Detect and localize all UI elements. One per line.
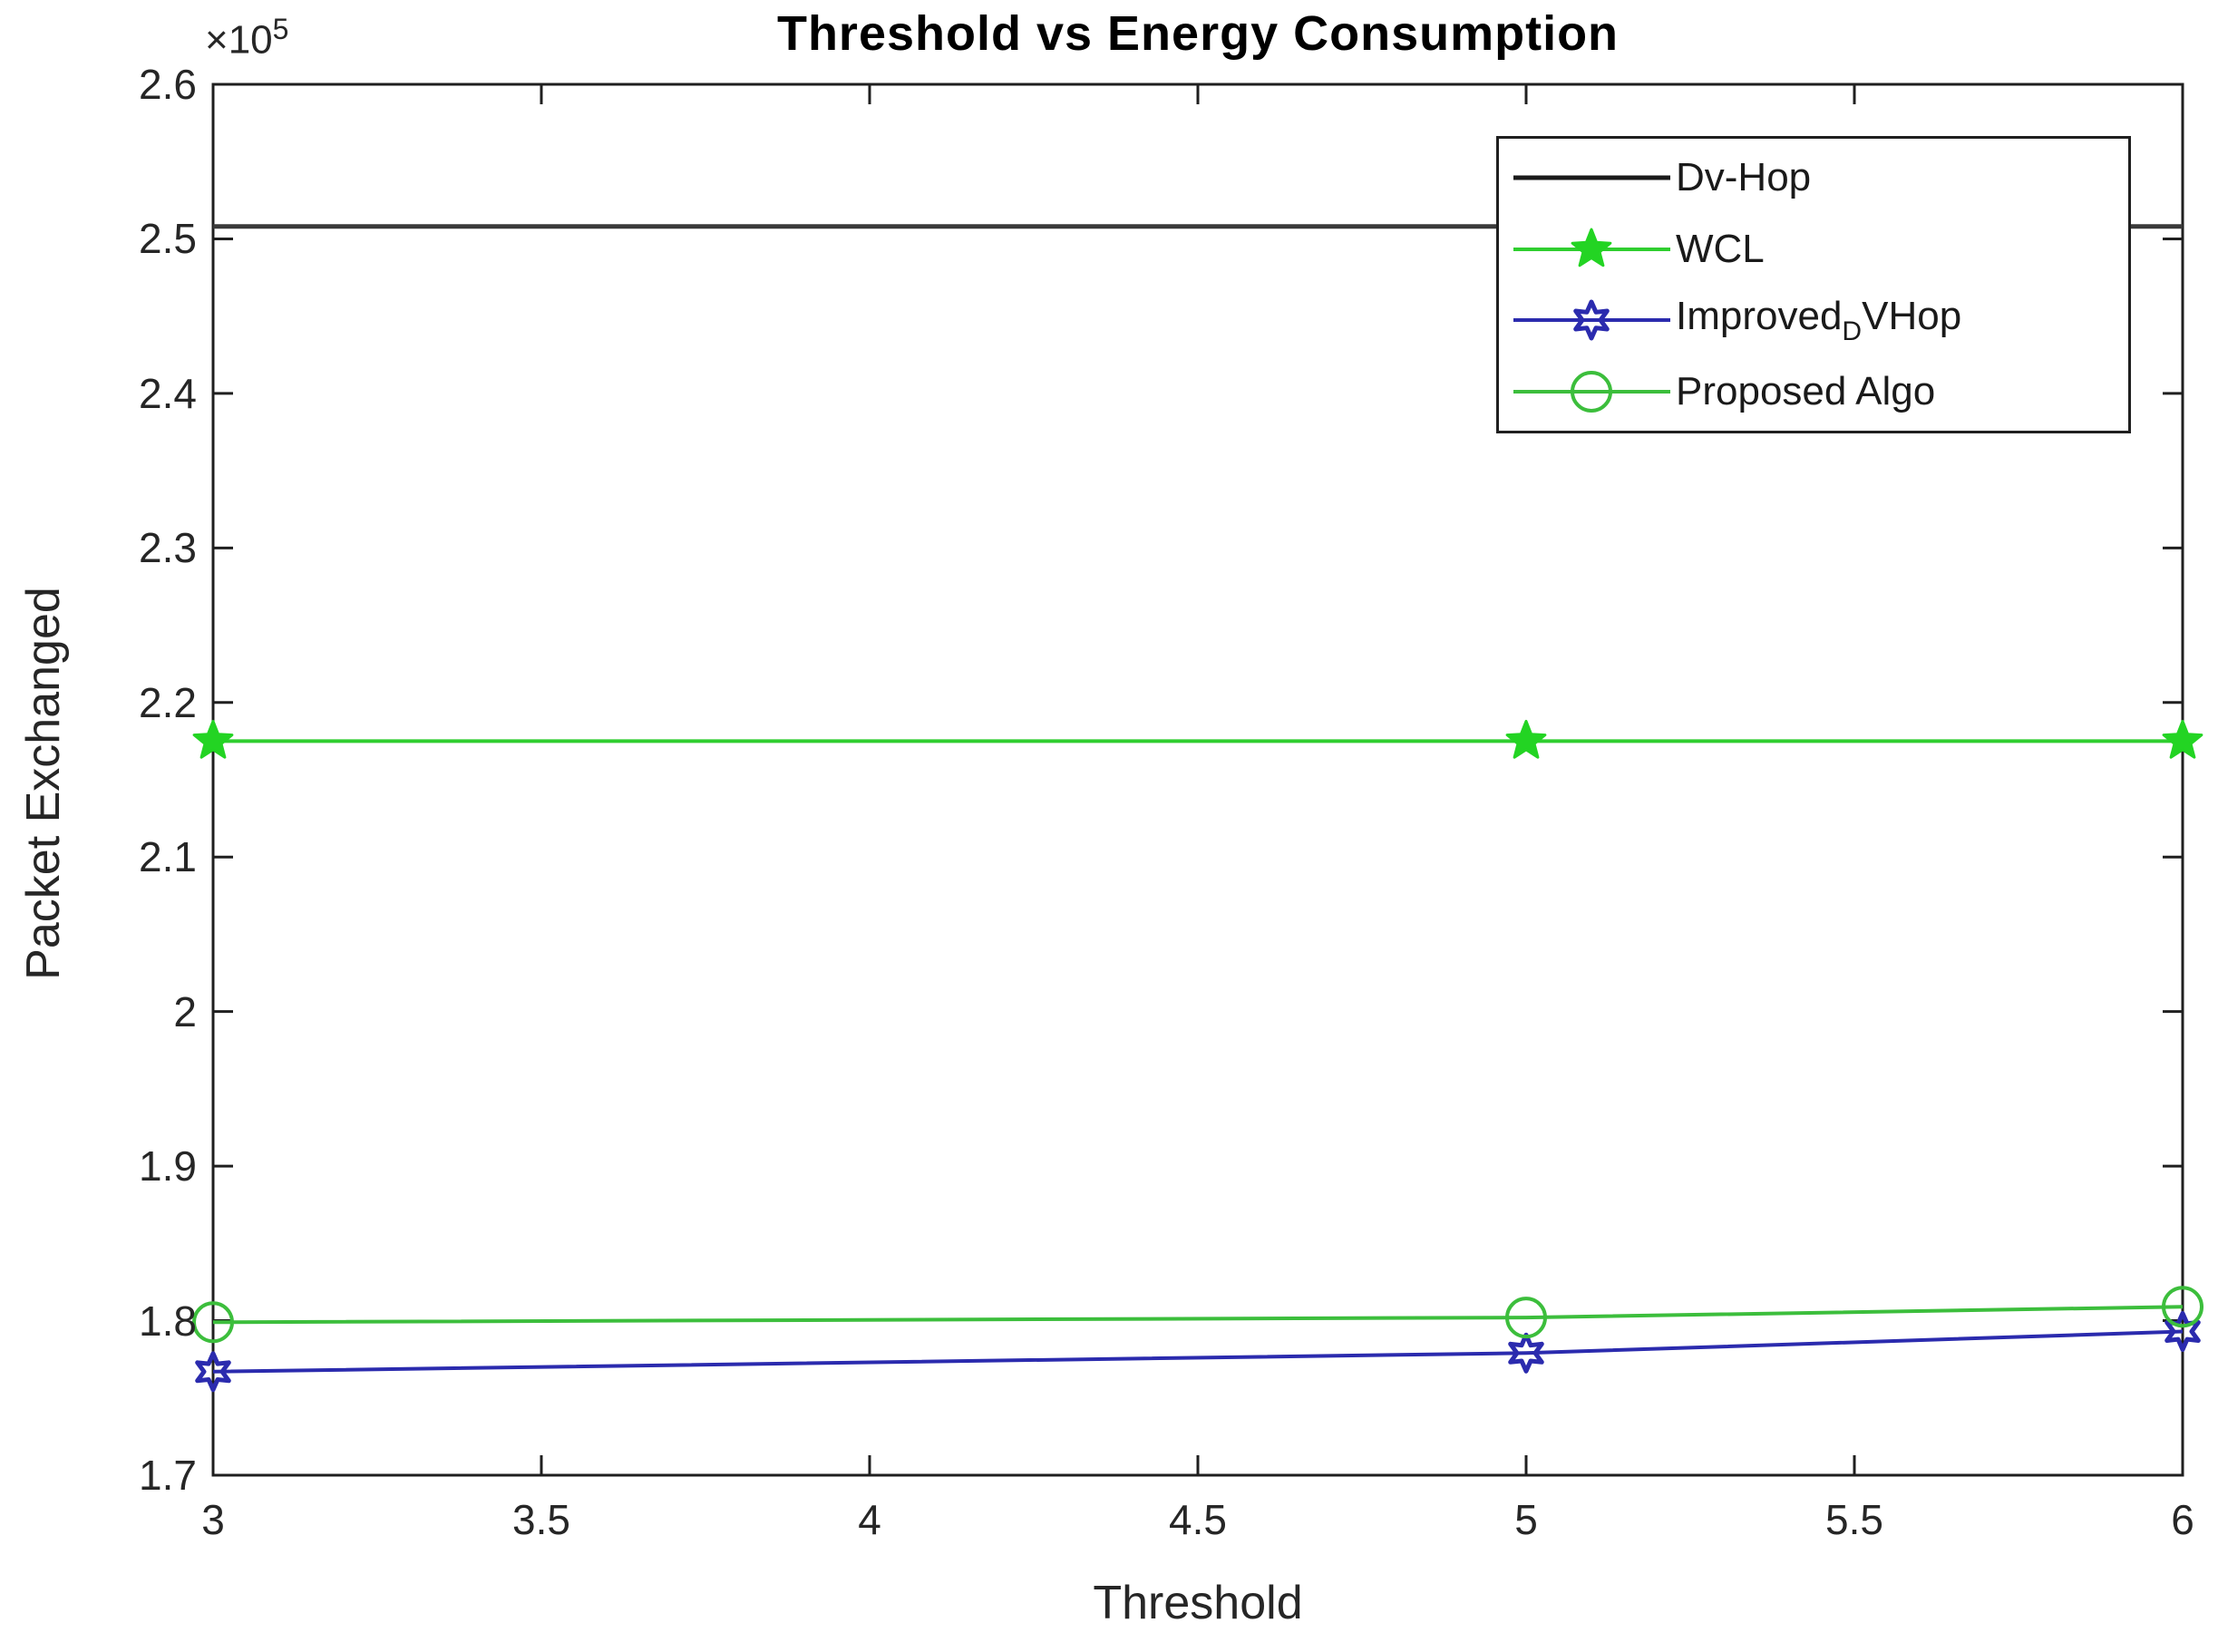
legend-sample-line <box>1513 228 1670 267</box>
legend-label-part: Proposed Algo <box>1676 368 1936 413</box>
y-tick-label: 2.3 <box>139 524 197 572</box>
legend-sample-line <box>1513 299 1670 341</box>
legend-label-part: WCL <box>1676 226 1765 271</box>
legend-label: ImprovedDVHop <box>1676 294 1961 347</box>
circle-marker <box>2162 1286 2203 1328</box>
y-axis-exponent: ×105 <box>205 13 288 63</box>
legend-row: Dv-Hop <box>1499 142 2128 214</box>
legend-sample-line <box>1513 175 1670 180</box>
series-line-improved-dvhop <box>212 1329 2184 1374</box>
hexagram-marker <box>1508 1332 1544 1374</box>
hexagram-marker <box>195 1351 231 1393</box>
legend-sample-line <box>1513 370 1670 413</box>
legend-row: WCL <box>1499 214 2128 286</box>
circle-marker <box>1571 370 1612 413</box>
legend: Dv-Hop WCL ImprovedDVHop Proposed Algo <box>1496 136 2131 433</box>
hexagram-marker <box>2164 1311 2201 1352</box>
x-tick-label: 5.5 <box>1825 1496 1883 1543</box>
wcl-star-marker <box>1571 228 1612 267</box>
x-tick-label: 5 <box>1514 1496 1538 1543</box>
x-tick-label: 3 <box>201 1496 225 1543</box>
y-tick-label: 2.5 <box>139 215 197 263</box>
y-tick-label: 2.1 <box>139 833 197 881</box>
x-tick-label: 4.5 <box>1169 1496 1227 1543</box>
y-tick-label: 1.9 <box>139 1142 197 1190</box>
y-tick-label: 2.4 <box>139 369 197 417</box>
legend-label-part: VHop <box>1862 293 1962 338</box>
x-tick-label: 4 <box>858 1496 881 1543</box>
circle-marker <box>1505 1297 1547 1339</box>
x-tick-label: 3.5 <box>512 1496 570 1543</box>
legend-label-part: Improved <box>1676 293 1843 338</box>
series-line-proposed-algo <box>212 1305 2184 1325</box>
legend-label-part: Dv-Hop <box>1676 155 1812 200</box>
wcl-star-marker <box>1505 719 1547 759</box>
legend-label: Proposed Algo <box>1676 369 1935 414</box>
legend-label: Dv-Hop <box>1676 155 1811 200</box>
wcl-star-marker <box>192 719 234 759</box>
y-tick-label: 2.6 <box>139 61 197 108</box>
legend-label-subscript: D <box>1842 316 1863 346</box>
x-tick-label: 6 <box>2171 1496 2194 1543</box>
legend-label: WCL <box>1676 227 1765 272</box>
y-exponent-base: ×10 <box>205 17 273 63</box>
circle-marker <box>192 1301 234 1344</box>
legend-row: Proposed Algo <box>1499 356 2128 428</box>
legend-row: ImprovedDVHop <box>1499 285 2128 356</box>
y-exponent-power: 5 <box>272 13 289 45</box>
y-tick-label: 1.7 <box>139 1452 197 1499</box>
y-tick-label: 1.8 <box>139 1297 197 1345</box>
hexagram-marker <box>1573 299 1610 341</box>
y-tick-label: 2 <box>173 987 197 1035</box>
wcl-star-marker <box>2162 719 2203 759</box>
y-tick-label: 2.2 <box>139 678 197 726</box>
x-axis-label: Threshold <box>1093 1577 1303 1629</box>
chart-title: Threshold vs Energy Consumption <box>776 6 1620 61</box>
